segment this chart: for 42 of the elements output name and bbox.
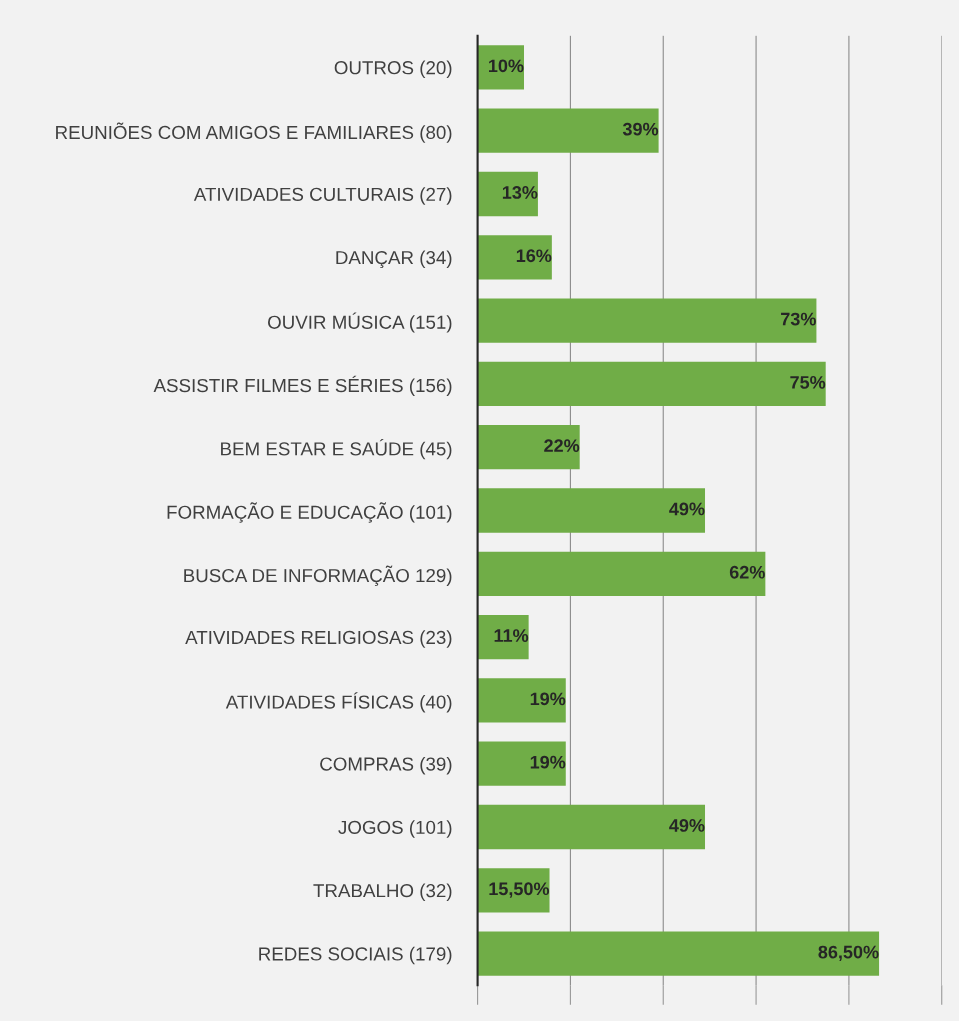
data-label: 16% xyxy=(516,249,552,263)
y-tick-label: OUVIR MÚSICA (151) xyxy=(268,312,452,333)
bar xyxy=(477,298,817,343)
data-label: 75% xyxy=(790,376,826,389)
data-label: 19% xyxy=(530,692,566,706)
bar xyxy=(477,361,826,407)
data-label: 22% xyxy=(544,439,580,453)
data-label: 62% xyxy=(729,565,765,579)
y-tick-label: ATIVIDADES RELIGIOSAS (23) xyxy=(185,630,452,648)
y-tick-label: ATIVIDADES CULTURAIS (27) xyxy=(193,187,452,205)
data-label: 15,50% xyxy=(489,882,550,898)
data-label: 49% xyxy=(669,502,705,516)
y-tick-label: DANÇAR (34) xyxy=(336,250,452,269)
data-label: 19% xyxy=(530,755,566,769)
y-tick-label: OUTROS (20) xyxy=(334,60,452,79)
y-tick-label: BEM ESTAR E SAÚDE (45) xyxy=(221,439,452,460)
bar xyxy=(477,678,566,723)
bar xyxy=(477,425,580,470)
y-tick-label: REDES SOCIAIS (179) xyxy=(259,946,452,965)
bar xyxy=(477,931,880,976)
data-label: 49% xyxy=(669,819,705,832)
bar xyxy=(477,741,566,786)
data-label: 39% xyxy=(622,122,659,136)
bar xyxy=(477,235,552,280)
y-tick-label: ATIVIDADES FÍSICAS (40) xyxy=(225,692,452,713)
bar xyxy=(477,488,706,533)
y-tick-label: ASSISTIR FILMES E SÉRIES (156) xyxy=(153,375,452,396)
y-tick-label: FORMAÇÃO E EDUCAÇÃO (101) xyxy=(167,502,452,523)
y-tick-label: BUSCA DE INFORMAÇÃO 129) xyxy=(184,565,452,587)
bar xyxy=(477,551,766,596)
data-label: 73% xyxy=(781,312,816,326)
data-label: 11% xyxy=(494,629,529,642)
y-tick-label: COMPRAS (39) xyxy=(320,756,452,775)
data-label: 86,50% xyxy=(818,945,879,962)
bar xyxy=(477,804,706,850)
y-tick-label: TRABALHO (32) xyxy=(313,883,452,901)
bar xyxy=(477,171,538,217)
bar xyxy=(477,108,659,153)
y-tick-label: JOGOS (101) xyxy=(338,820,452,838)
data-label: 10% xyxy=(489,59,524,73)
y-tick-label: REUNIÕES COM AMIGOS E FAMILIARES (80) xyxy=(56,122,452,143)
data-label: 13% xyxy=(502,186,538,199)
